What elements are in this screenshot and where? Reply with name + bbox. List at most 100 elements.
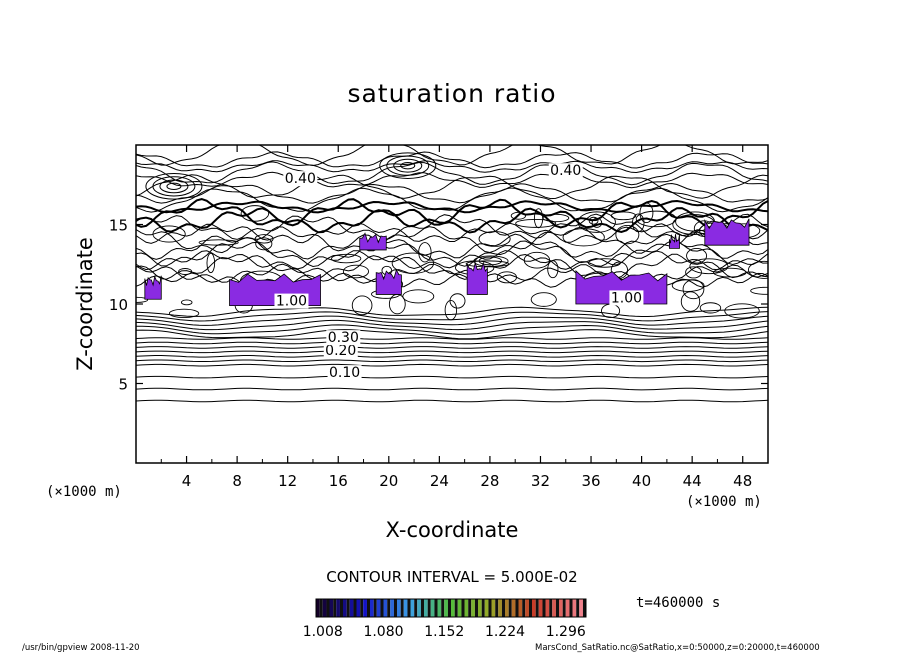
contour-line xyxy=(136,171,768,189)
colorbar-tick-2: 1.152 xyxy=(424,624,464,640)
colorbar-band-gap xyxy=(407,599,411,617)
colorbar-band-gap xyxy=(400,599,404,617)
colorbar-band-gap xyxy=(420,599,424,617)
chart-title: saturation ratio xyxy=(347,79,556,108)
contour-line xyxy=(136,319,768,331)
colorbar-band-gap xyxy=(387,599,391,617)
contour-line xyxy=(136,341,768,345)
colorbar-band-gap xyxy=(562,599,566,617)
contour-cell xyxy=(587,258,621,268)
contour-cell xyxy=(750,286,768,295)
colorbar-band xyxy=(545,599,550,617)
colorbar-band xyxy=(464,599,469,617)
colorbar-band xyxy=(343,599,347,617)
colorbar-band xyxy=(572,599,577,617)
colorbar-band-gap xyxy=(360,599,364,617)
contour-cell xyxy=(510,211,527,220)
colorbar-band xyxy=(322,599,327,617)
colorbar-band xyxy=(349,599,354,617)
colorbar-band xyxy=(478,599,482,617)
colorbar xyxy=(315,598,587,618)
x-tick-label-9: 40 xyxy=(632,472,651,490)
colorbar-band-gap xyxy=(508,599,512,617)
contour-label-bg xyxy=(323,342,358,358)
x-tick-label-3: 16 xyxy=(329,472,348,490)
footer-right: MarsCond_SatRatio.nc@SatRatio,x=0:50000,… xyxy=(535,643,820,653)
contour-cell xyxy=(393,158,423,173)
contour-cell xyxy=(496,271,517,284)
contour-cell xyxy=(680,291,701,312)
colorbar-tick-4: 1.296 xyxy=(546,624,586,640)
contour-cell xyxy=(449,293,466,309)
contour-cell xyxy=(206,252,216,274)
contour-cell xyxy=(180,299,193,306)
contour-line xyxy=(136,350,768,354)
contour-cell xyxy=(136,296,149,303)
contour-line xyxy=(136,315,768,326)
contour-line xyxy=(136,226,768,254)
colorbar-band xyxy=(511,599,516,617)
contour-line xyxy=(136,359,768,363)
contour-cell xyxy=(724,303,760,319)
contour-label-1: 0.40 xyxy=(550,163,581,179)
contour-cell xyxy=(610,211,637,221)
contour-line xyxy=(136,145,768,167)
colorbar-band-gap xyxy=(454,599,458,617)
contour-cell xyxy=(530,292,557,307)
colorbar-band xyxy=(417,599,421,617)
contour-label-bg xyxy=(327,365,362,381)
colorbar-band-gap xyxy=(461,599,465,617)
contour-line xyxy=(136,329,768,340)
colorbar-band xyxy=(444,599,448,617)
contour-label-4: 0.30 xyxy=(328,330,359,346)
contour-cell xyxy=(478,231,511,247)
contour-line xyxy=(136,199,768,214)
contour-cell xyxy=(145,173,203,200)
contour-cell xyxy=(685,266,702,279)
x-tick-label-6: 28 xyxy=(480,472,499,490)
contour-cell xyxy=(351,295,373,316)
colorbar-band-gap xyxy=(515,599,519,617)
colorbar-band-gap xyxy=(414,599,418,617)
x-axis-label: X-coordinate xyxy=(386,518,519,542)
contour-label-2: 0.10 xyxy=(329,365,360,381)
time-stamp: t=460000 s xyxy=(636,595,720,611)
colorbar-band xyxy=(397,599,401,617)
colorbar-band xyxy=(457,599,462,617)
colorbar-band-gap xyxy=(535,599,539,617)
colorbar-tick-3: 1.224 xyxy=(485,624,525,640)
contour-cell xyxy=(689,258,729,275)
contour-cell xyxy=(639,202,654,224)
contour-cell xyxy=(465,260,510,268)
colorbar-band-gap xyxy=(393,599,397,617)
contour-line xyxy=(136,306,768,317)
contour-cell xyxy=(713,267,747,278)
supersaturation-region-0 xyxy=(144,275,162,300)
contour-line xyxy=(136,363,768,367)
footer-left: /usr/bin/gpview 2008-11-20 xyxy=(22,643,140,653)
contour-line xyxy=(136,174,768,200)
contour-line xyxy=(136,198,768,229)
contour-cell xyxy=(168,308,200,319)
colorbar-band xyxy=(403,599,408,617)
contour-label-bg xyxy=(609,290,644,306)
colorbar-band xyxy=(363,599,367,617)
colorbar-band xyxy=(579,599,583,617)
contour-label-bg xyxy=(283,171,318,187)
contour-line xyxy=(136,399,768,403)
contour-line xyxy=(136,182,768,204)
y-tick-label-0: 5 xyxy=(118,376,128,394)
colorbar-tick-labels: 1.008 1.080 1.152 1.224 1.296 xyxy=(303,624,586,640)
colorbar-band-gap xyxy=(481,599,485,617)
colorbar-band-gap xyxy=(582,599,586,617)
contour-cell xyxy=(152,176,196,197)
contour-line xyxy=(136,222,768,244)
y-axis-ticks: 5 10 15 xyxy=(109,217,768,394)
contour-cell xyxy=(562,228,605,247)
contour-label-bg xyxy=(548,163,583,179)
contour-line xyxy=(136,346,768,349)
colorbar-band-gap xyxy=(427,599,431,617)
contour-line xyxy=(136,161,768,186)
colorbar-band xyxy=(390,599,394,617)
colorbar-band-gap xyxy=(441,599,445,617)
